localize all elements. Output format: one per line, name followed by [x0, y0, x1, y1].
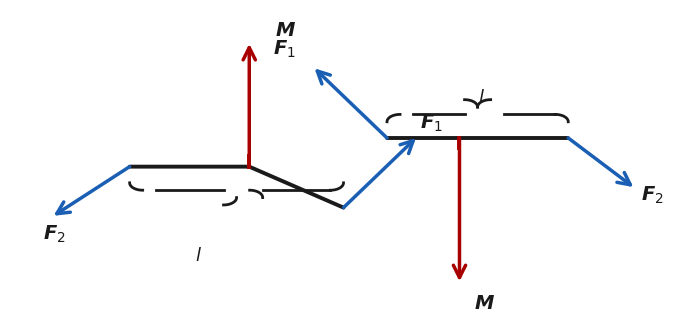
Text: $\boldsymbol{F}_2$: $\boldsymbol{F}_2$: [641, 185, 664, 206]
Text: $l$: $l$: [477, 89, 484, 107]
Text: $\boldsymbol{F}_2$: $\boldsymbol{F}_2$: [43, 224, 65, 245]
Text: $\boldsymbol{F}_1$: $\boldsymbol{F}_1$: [273, 39, 296, 60]
Text: $\boldsymbol{M}$: $\boldsymbol{M}$: [275, 21, 295, 40]
Text: $\boldsymbol{M}$: $\boldsymbol{M}$: [474, 294, 495, 313]
Text: $\boldsymbol{F}_1$: $\boldsymbol{F}_1$: [420, 113, 442, 134]
Text: $l$: $l$: [195, 247, 202, 265]
